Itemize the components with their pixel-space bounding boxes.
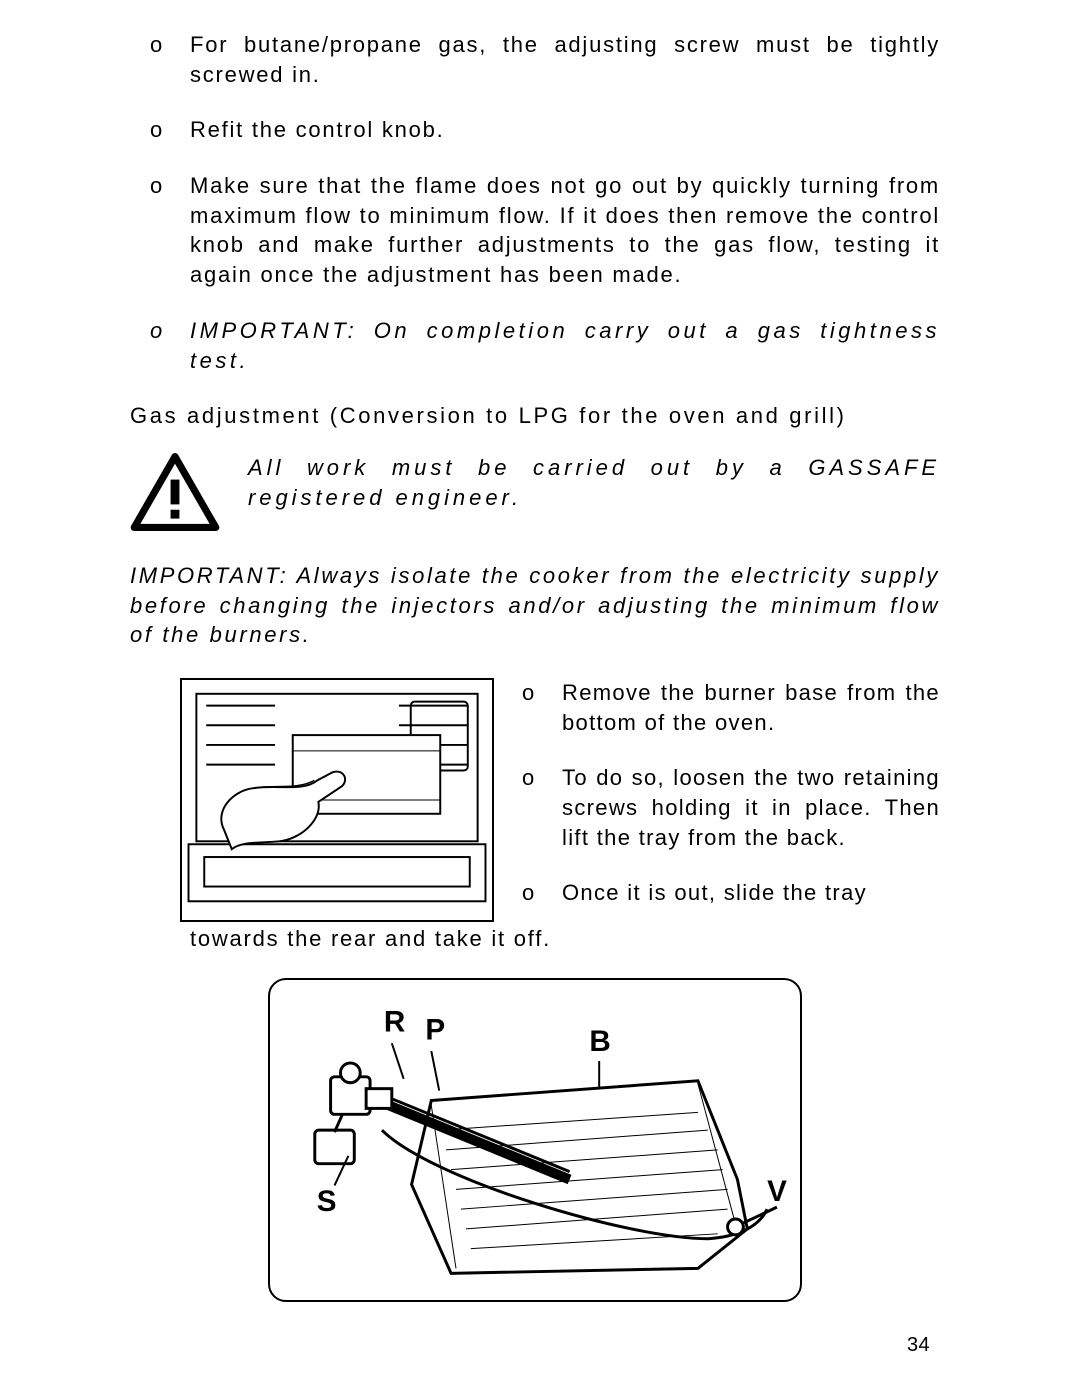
bullet-loosen-screws: To do so, loosen the two retaining screw… [562,763,940,852]
figure-row-1: Remove the burner base from the bottom o… [130,678,940,922]
top-bullet-list: For butane/propane gas, the adjusting sc… [130,30,940,375]
figure-oven-removal [180,678,494,922]
warning-triangle-icon [130,453,220,531]
bullet-slide-tray-continuation: towards the rear and take it off. [190,924,940,954]
label-B: B [589,1025,612,1058]
manual-page: For butane/propane gas, the adjusting sc… [0,0,1080,1397]
label-R: R [384,1005,407,1038]
bullet-butane: For butane/propane gas, the adjusting sc… [190,30,940,89]
bullet-flame-check: Make sure that the flame does not go out… [190,171,940,290]
isolate-important-text: IMPORTANT: Always isolate the cooker fro… [130,561,940,650]
label-P: P [425,1013,447,1046]
section-title: Gas adjustment (Conversion to LPG for th… [130,401,940,431]
warning-row: All work must be carried out by a GASSAF… [130,453,940,531]
page-number: 34 [907,1332,930,1359]
warning-text: All work must be carried out by a GASSAF… [248,453,940,512]
bullet-slide-tray-partial: Once it is out, slide the tray [562,878,940,908]
bullet-remove-burner: Remove the burner base from the bottom o… [562,678,940,737]
label-S: S [317,1185,339,1218]
figure-burner-assembly: R P B S V [268,978,802,1302]
bullet-important-tightness: IMPORTANT: On completion carry out a gas… [190,316,940,375]
figure1-side-list: Remove the burner base from the bottom o… [528,678,940,912]
bullet-refit: Refit the control knob. [190,115,940,145]
label-V: V [767,1175,789,1208]
figure-burner-assembly-wrap: R P B S V [130,978,940,1302]
